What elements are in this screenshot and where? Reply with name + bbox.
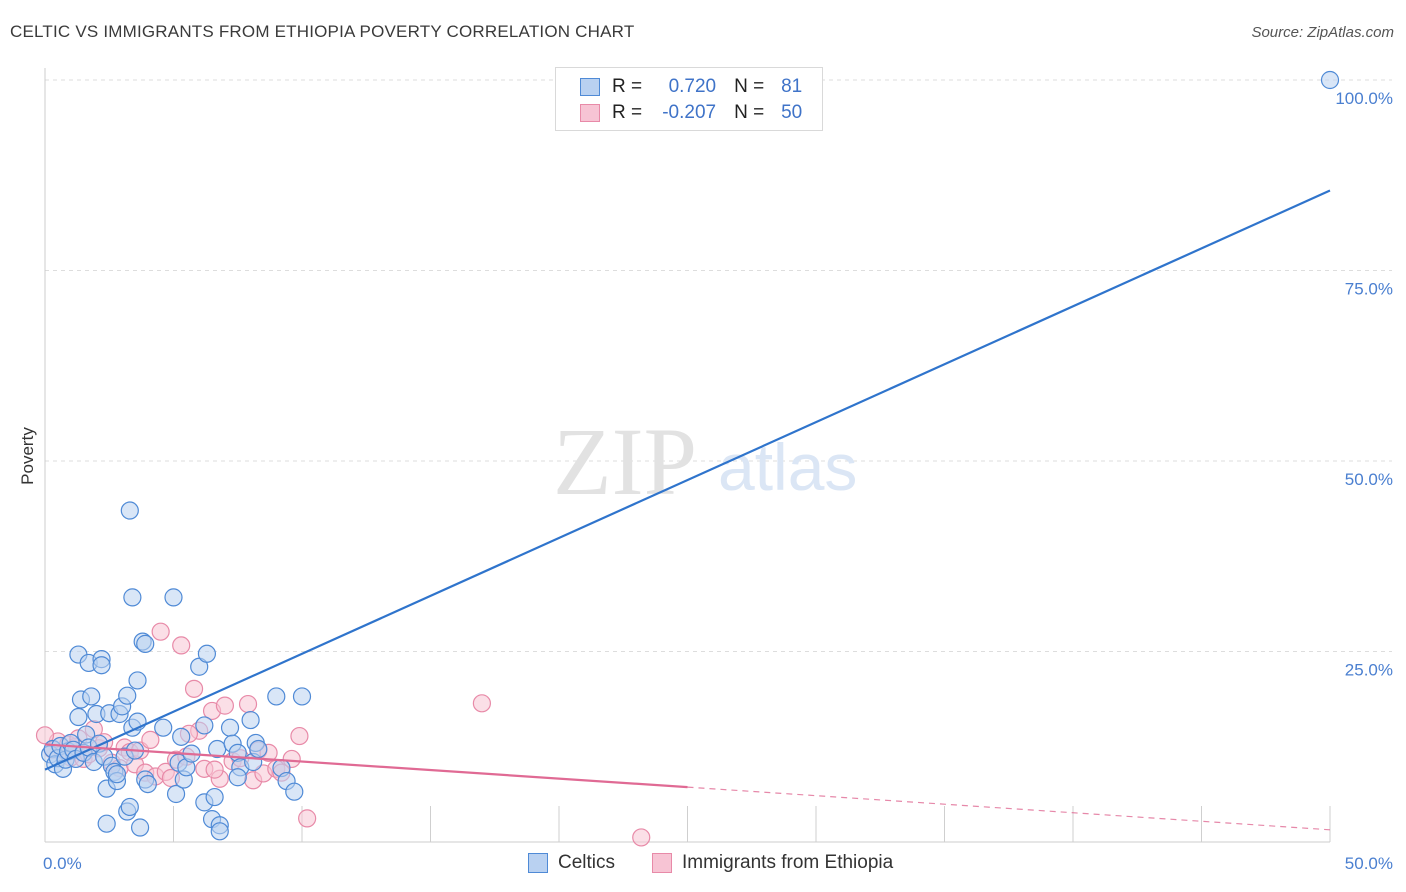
celtics-point	[1320, 70, 1340, 90]
ethiopia-point	[184, 679, 204, 698]
celtics-point	[120, 501, 139, 520]
bottom-legend-label: Immigrants from Ethiopia	[682, 852, 894, 873]
x-tick-label-max: 50.0%	[1345, 854, 1393, 873]
legend-n-value: 81	[781, 76, 803, 97]
ethiopia-point	[298, 809, 317, 828]
watermark-atlas: atlas	[718, 430, 857, 504]
ethiopia-point	[151, 622, 170, 641]
celtics-point	[118, 686, 137, 705]
celtics-point	[210, 822, 229, 841]
legend-r-label: R =	[612, 102, 643, 123]
bottom-legend-swatch-blue	[528, 853, 548, 873]
celtics-point	[92, 656, 111, 675]
trend-lines	[44, 189, 1331, 831]
bottom-legend-ethiopia: Immigrants from Ethiopia	[652, 852, 893, 874]
celtics-point	[154, 718, 173, 737]
celtics-point	[267, 687, 286, 706]
bottom-legend-label: Celtics	[558, 852, 616, 873]
celtics-point	[195, 716, 214, 735]
y-tick-label: 25.0%	[1345, 661, 1393, 680]
ethiopia-point	[290, 726, 309, 746]
celtics-point	[82, 687, 101, 706]
celtics-point	[249, 739, 268, 759]
ethiopia-trend-line	[44, 743, 688, 789]
celtics-point	[241, 710, 260, 730]
ethiopia-point	[238, 694, 258, 714]
legend-swatch-blue	[580, 78, 600, 96]
celtics-point	[172, 727, 191, 746]
ethiopia-point	[472, 694, 491, 713]
legend-r-value: -0.207	[662, 102, 717, 123]
chart-title: CELTIC VS IMMIGRANTS FROM ETHIOPIA POVER…	[10, 22, 635, 41]
legend-n-label: N =	[734, 102, 765, 123]
celtics-point	[164, 588, 183, 607]
celtics-point	[138, 774, 157, 794]
celtics-point	[136, 634, 155, 653]
gridlines	[45, 79, 1392, 652]
ethiopia-trend-extension	[687, 786, 1331, 831]
celtics-point	[285, 782, 304, 801]
ethiopia-point	[172, 636, 191, 655]
ethiopia-point	[632, 828, 651, 847]
celtics-point	[220, 718, 240, 737]
celtics-point	[123, 588, 142, 607]
legend-row-celtics: R = 0.720 N = 81	[580, 74, 802, 100]
celtics-point	[120, 797, 139, 817]
celtics-point	[197, 644, 217, 663]
y-tick-label: 75.0%	[1345, 280, 1393, 299]
x-tick-label-min: 0.0%	[43, 854, 82, 873]
celtics-point	[205, 787, 224, 807]
celtics-point	[292, 687, 312, 706]
legend-r-value: 0.720	[668, 76, 717, 97]
celtics-point	[97, 814, 116, 833]
source-label: Source: ZipAtlas.com	[1251, 24, 1394, 41]
bottom-legend-swatch-pink	[652, 853, 672, 873]
celtics-point	[228, 768, 247, 787]
y-tick-label: 100.0%	[1335, 89, 1393, 108]
celtics-point	[107, 765, 127, 784]
legend-r-label: R =	[612, 76, 643, 97]
legend-n-label: N =	[734, 76, 765, 97]
y-tick-label: 50.0%	[1345, 470, 1393, 489]
celtics-trend-line	[44, 189, 1331, 771]
bottom-legend-celtics: Celtics	[528, 852, 615, 874]
celtics-point	[130, 818, 150, 837]
legend-row-ethiopia: R = -0.207 N = 50	[580, 100, 802, 126]
ethiopia-point	[205, 760, 224, 779]
watermark: ZIP atlas	[553, 408, 857, 515]
legend: R = 0.720 N = 81 R = -0.207 N = 50	[555, 67, 823, 131]
celtics-point	[166, 784, 186, 804]
celtics-point	[69, 707, 88, 727]
legend-n-value: 50	[781, 102, 803, 123]
ethiopia-point	[141, 730, 160, 749]
ethiopia-point	[35, 726, 55, 745]
celtics-point	[128, 671, 147, 690]
tick-labels: 25.0% 50.0% 75.0% 100.0% 0.0% 50.0%	[43, 89, 1393, 873]
legend-swatch-pink	[580, 104, 600, 122]
ethiopia-point	[215, 696, 234, 715]
y-axis-title: Poverty	[18, 427, 37, 485]
watermark-zip: ZIP	[553, 408, 697, 515]
